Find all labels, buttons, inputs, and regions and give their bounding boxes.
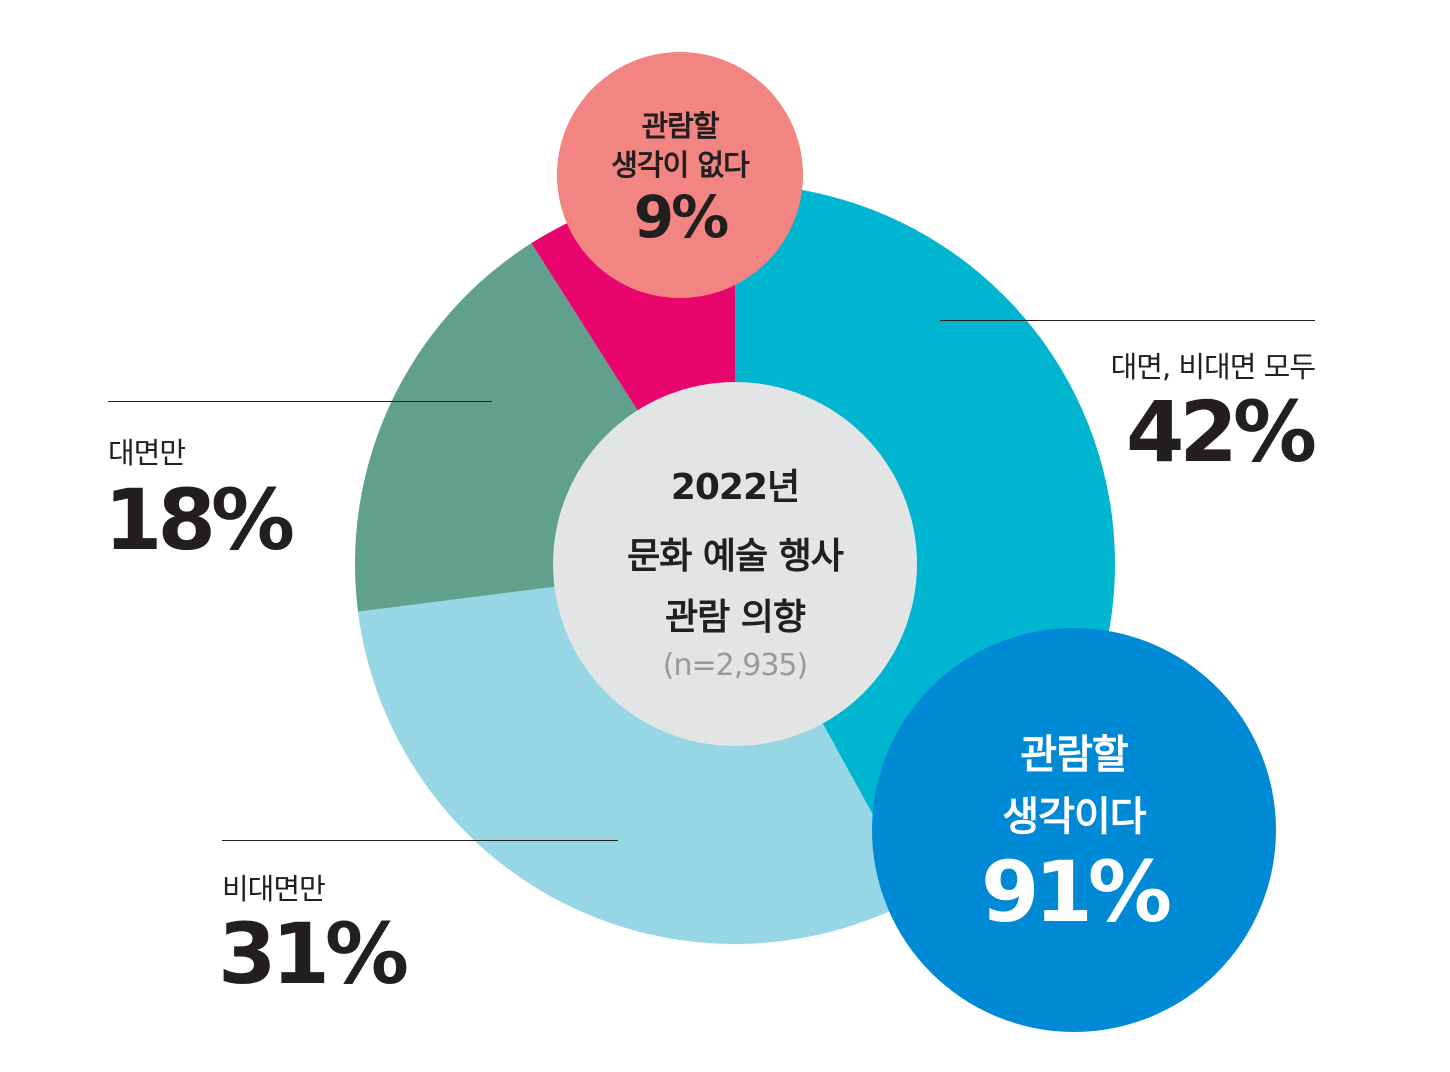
leader-line-online [222,840,618,841]
leader-line-offline [108,401,492,402]
leader-line-both [940,320,1315,321]
watch-intent-value: 91% [980,843,1172,941]
no-intent-label-1: 관람할 [641,109,719,143]
chart-title-line-1: 2022년 [670,467,800,508]
watch-intent-label-1: 관람할 [1020,732,1128,778]
watch-intent-bubble [872,628,1276,1032]
chart-title-line-3: 관람 의향 [664,597,806,638]
no-intent-bubble [557,52,803,298]
slice-value-offline: 18% [104,471,295,569]
chart-title-line-2: 문화 예술 행사 [627,536,844,577]
no-intent-label-2: 생각이 없다 [611,148,750,182]
slice-value-both: 42% [1125,383,1317,481]
no-intent-value: 9% [633,183,729,251]
slice-label-both: 대면, 비대면 모두 [1110,350,1316,384]
slice-label-online: 비대면만 [222,872,326,906]
slice-value-online: 31% [218,905,409,1003]
center-circle [553,382,917,746]
watch-intent-label-2: 생각이다 [1002,794,1146,840]
slice-label-offline: 대면만 [108,436,186,470]
sample-size-note: (n=2,935) [662,648,808,683]
